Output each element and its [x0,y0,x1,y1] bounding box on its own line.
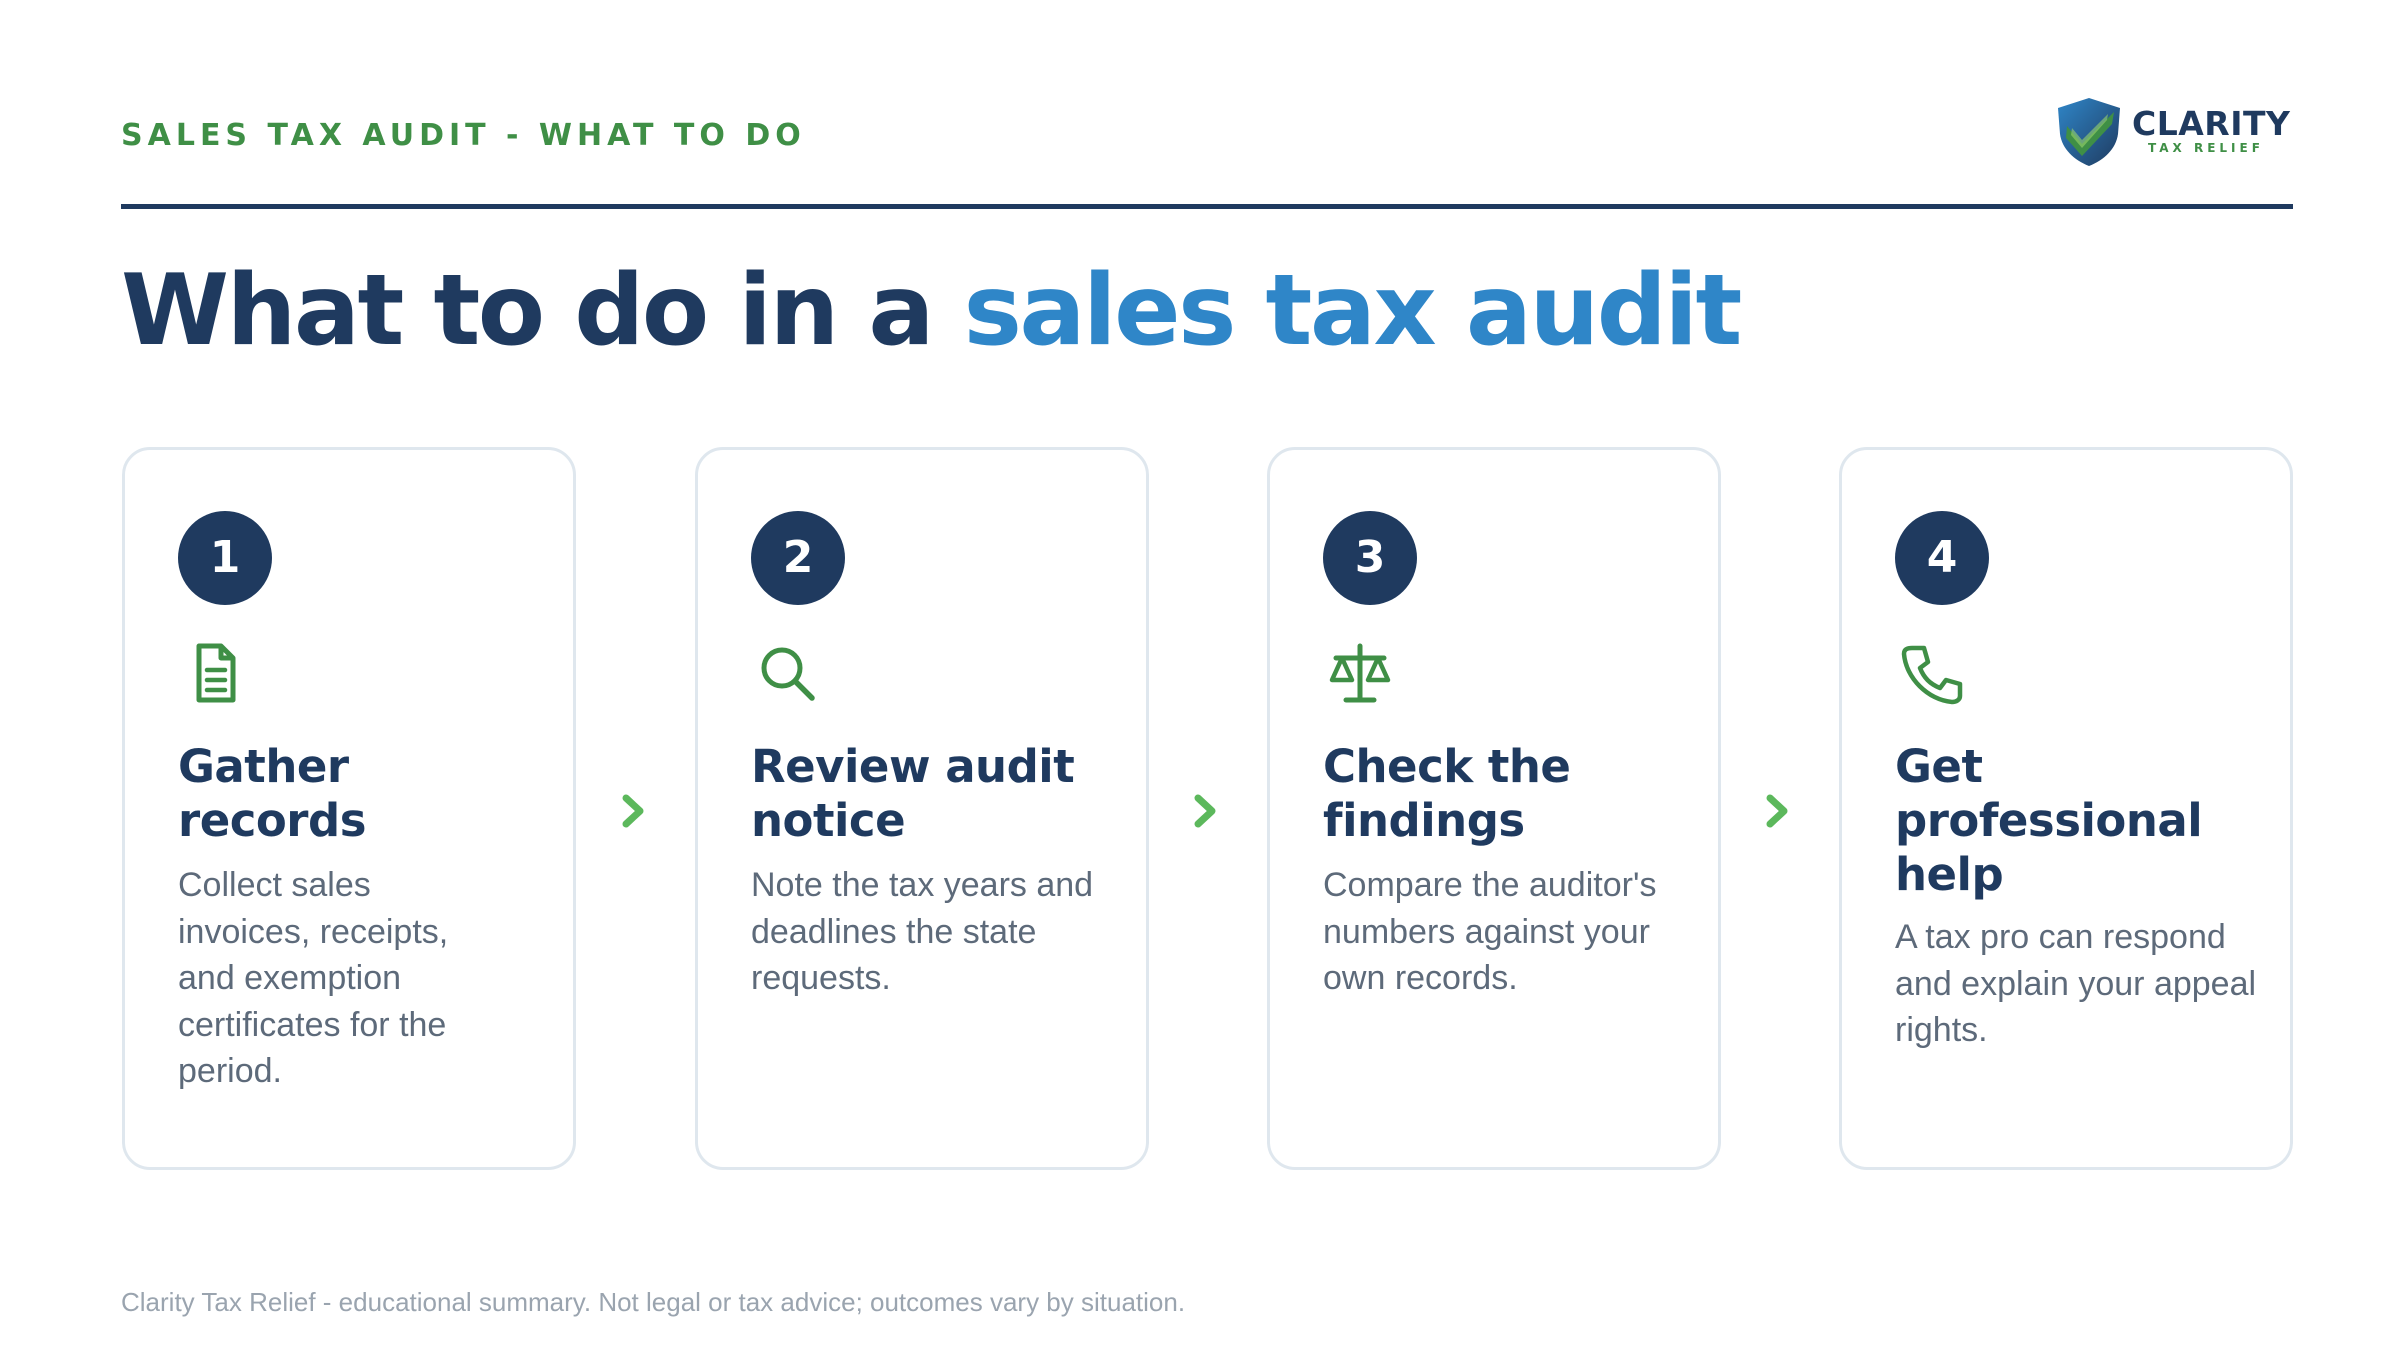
title-accent: sales tax audit [963,254,1743,368]
step-description: Collect sales invoices, receipts, and ex… [178,866,449,1090]
step-title: Review audit notice [751,740,1075,847]
clarity-logo: CLARITY TAX RELIEF [2052,94,2294,168]
step-card-1: 1 Gather records Collect sales invoices,… [122,447,576,1170]
page-title: What to do in a sales tax audit [121,257,1742,366]
eyebrow-label: SALES TAX AUDIT - WHAT TO DO [121,118,806,153]
step-title: Check the findings [1323,740,1571,847]
magnifier-icon [761,647,815,701]
step-number-badge: 4 [1895,511,1989,605]
step-number-badge: 3 [1323,511,1417,605]
step-title: Get professional help [1895,740,2203,901]
step-card-2: 2 Review audit notice Note the tax years… [695,447,1149,1170]
shield-logo-icon [2058,98,2120,166]
title-main: What to do in a [121,254,964,368]
chevron-right-icon [622,794,644,828]
step-number-badge: 1 [178,511,272,605]
step-card-3: 3 Check the findings Compare the auditor… [1267,447,1721,1170]
chevron-right-icon [1194,794,1216,828]
step-description: Note the tax years and deadlines the sta… [751,866,1094,997]
logo-name: CLARITY [2132,104,2291,143]
step-description: Compare the auditor's numbers against yo… [1323,866,1657,997]
scales-icon [1329,643,1391,703]
logo-subtitle: TAX RELIEF [2148,141,2264,155]
header-divider [121,204,2293,209]
chevron-right-icon [1766,794,1788,828]
step-number-badge: 2 [751,511,845,605]
step-card-4: 4 Get professional help A tax pro can re… [1839,447,2293,1170]
disclaimer-footer: Clarity Tax Relief - educational summary… [121,1287,1186,1317]
step-description: A tax pro can respond and explain your a… [1895,918,2257,1049]
step-title: Gather records [178,740,367,847]
phone-icon [1901,645,1963,705]
document-icon [196,643,236,703]
